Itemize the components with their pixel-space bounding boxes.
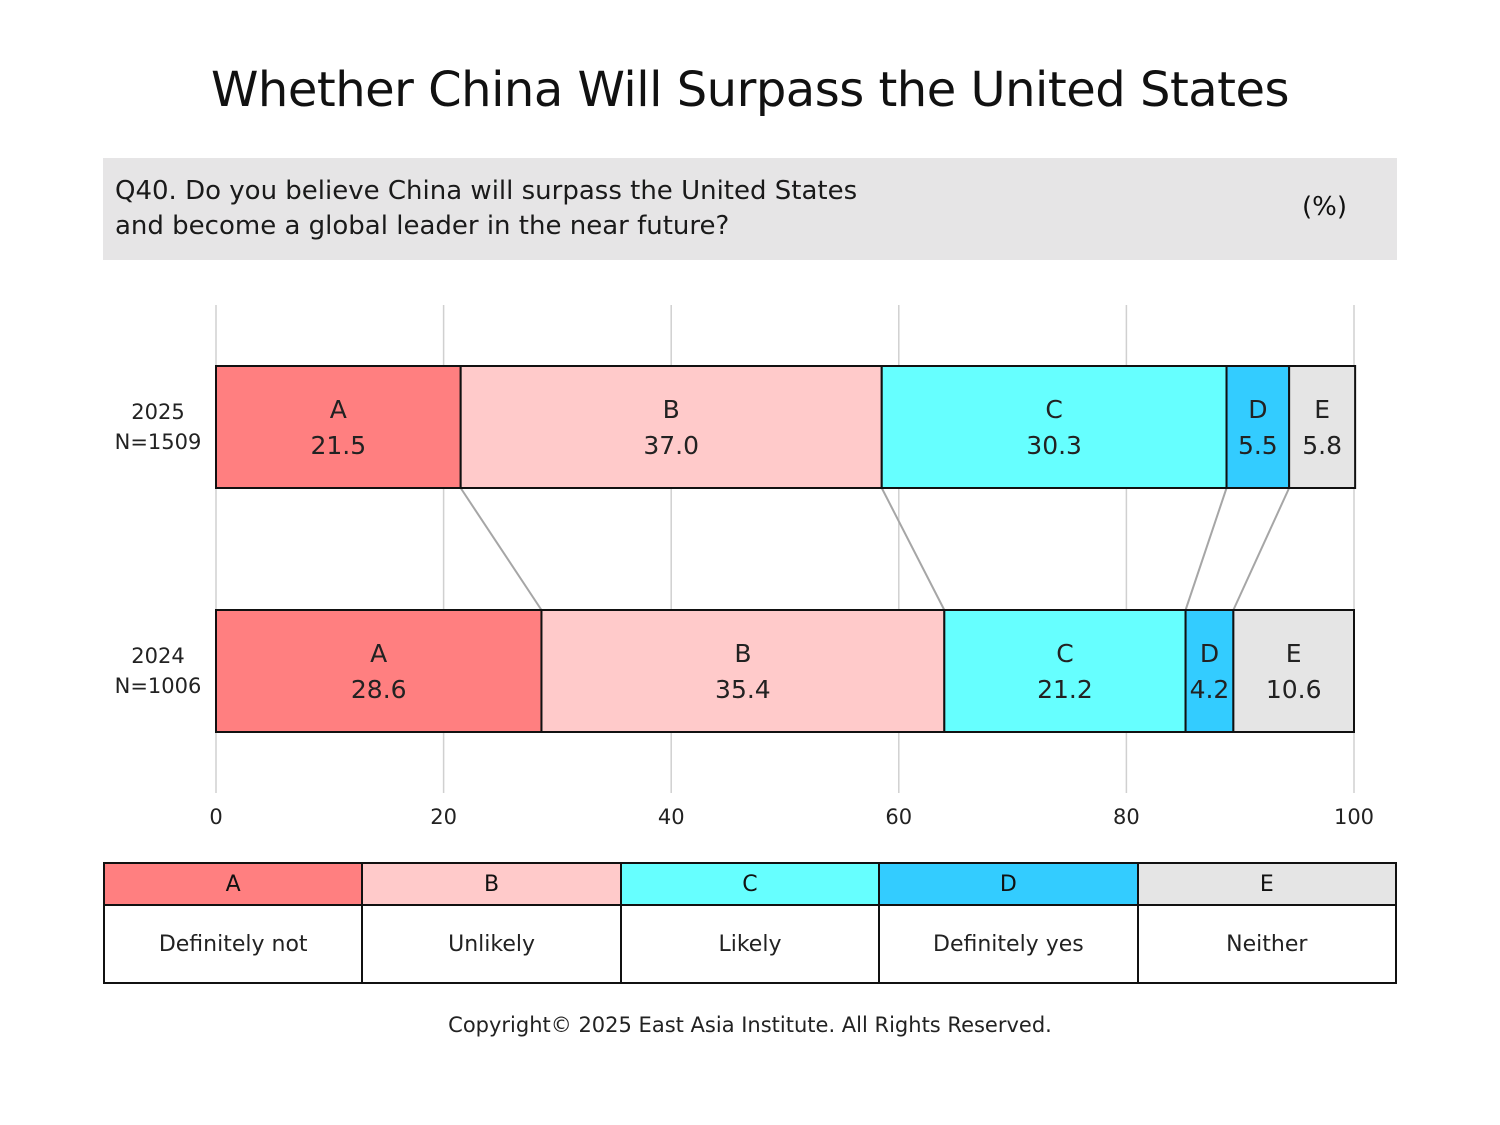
copyright-notice: Copyright© 2025 East Asia Institute. All… (448, 1013, 1052, 1037)
legend-key-a: A (102, 862, 364, 906)
legend-label-c: Likely (619, 904, 881, 984)
row-label-year: 2025 (131, 400, 184, 424)
bar-segment-2025-d (1225, 365, 1291, 489)
legend-table: A B C D E Definitely not Unlikely Likely… (102, 862, 1398, 984)
bar-segment-2025-e (1288, 365, 1357, 489)
bar-segment-2024-d (1184, 609, 1235, 733)
bar-segment-2024-a (215, 609, 543, 733)
data-label: 21.5 (310, 431, 366, 460)
question-text: Q40. Do you believe China will surpass t… (115, 174, 857, 244)
segment-key-label: D (1248, 395, 1267, 424)
connector-line (1232, 487, 1291, 611)
data-label: 5.8 (1302, 431, 1342, 460)
bar-segment-2025-a (215, 365, 462, 489)
bar-segment-2024-c (943, 609, 1187, 733)
legend-label-row: Definitely not Unlikely Likely Definitel… (102, 904, 1398, 984)
question-line-1: Q40. Do you believe China will surpass t… (115, 176, 858, 206)
x-tick-label-0: 0 (209, 805, 222, 829)
bar-segment-2025-c (880, 365, 1228, 489)
unit-label: (%) (1302, 192, 1347, 222)
x-tick-label-80: 80 (1113, 805, 1140, 829)
connector-line (880, 487, 946, 611)
legend-key-d: D (878, 862, 1139, 906)
stacked-bar-chart: 0 20 40 60 80 100 A 21.5 B 37.0 C 30.3 D 5.5 E 5.8 2025 N… (115, 305, 1374, 829)
segment-key-label: D (1200, 639, 1219, 668)
legend-label-e: Neither (1136, 904, 1398, 984)
legend-label-d: Definitely yes (878, 904, 1139, 984)
data-label: 21.2 (1037, 675, 1093, 704)
data-label: 35.4 (715, 675, 771, 704)
x-tick-label-20: 20 (430, 805, 457, 829)
bar-segment-2024-b (540, 609, 946, 733)
chart-title: Whether China Will Surpass the United St… (210, 62, 1290, 118)
legend-key-e: E (1136, 862, 1398, 906)
legend-key-c: C (619, 862, 881, 906)
legend-label-a: Definitely not (102, 904, 364, 984)
row-label-sample-size: N=1006 (115, 674, 202, 698)
connector-line (1184, 487, 1228, 611)
x-tick-label-100: 100 (1334, 805, 1374, 829)
legend-key-row: A B C D E (102, 862, 1398, 906)
question-line-2: and become a global leader in the near f… (115, 211, 730, 241)
data-label: 28.6 (351, 675, 407, 704)
segment-key-label: E (1286, 639, 1302, 668)
x-tick-label-60: 60 (885, 805, 912, 829)
data-label: 10.6 (1266, 675, 1322, 704)
segment-key-label: A (330, 395, 347, 424)
legend-key-b: B (361, 862, 622, 906)
segment-key-label: B (734, 639, 751, 668)
segment-key-label: C (1056, 639, 1073, 668)
row-label-sample-size: N=1509 (115, 430, 202, 454)
bar-segment-2024-e (1232, 609, 1355, 733)
bar-segment-2025-b (459, 365, 883, 489)
segment-key-label: E (1314, 395, 1330, 424)
segment-key-label: A (370, 639, 387, 668)
legend-label-b: Unlikely (361, 904, 622, 984)
question-box: Q40. Do you believe China will surpass t… (103, 158, 1397, 260)
connector-line (459, 487, 543, 611)
x-tick-label-40: 40 (658, 805, 685, 829)
data-label: 37.0 (643, 431, 699, 460)
data-label: 4.2 (1190, 675, 1230, 704)
row-label-year: 2024 (131, 644, 184, 668)
segment-key-label: B (663, 395, 680, 424)
segment-key-label: C (1045, 395, 1062, 424)
data-label: 30.3 (1026, 431, 1082, 460)
data-label: 5.5 (1238, 431, 1278, 460)
